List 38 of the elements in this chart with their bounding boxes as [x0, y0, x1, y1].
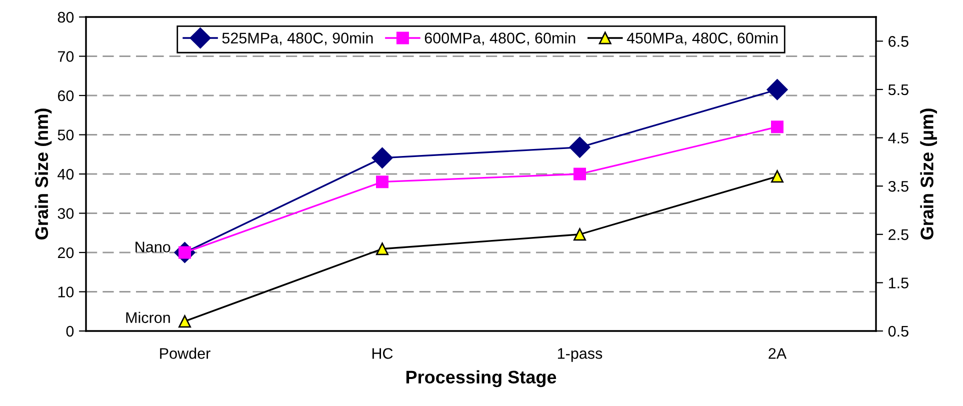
point — [574, 168, 586, 180]
y-tick-label: 70 — [58, 51, 74, 62]
legend-label: 450MPa, 480C, 60min — [626, 32, 778, 46]
x-tick-label: 2A — [768, 348, 787, 359]
y-tick-label: 30 — [58, 208, 74, 219]
y2-axis-title: Grain Size (μm) — [920, 108, 937, 240]
y-tick-label: 40 — [58, 168, 74, 180]
point — [376, 176, 388, 188]
point — [574, 228, 586, 241]
y-axis-title: Grain Size (nm) — [34, 108, 52, 240]
point — [178, 315, 191, 328]
x-tick-label: Powder — [160, 348, 210, 359]
y2-tick-label: 1.5 — [888, 278, 908, 288]
y2-tick-label: 6.5 — [888, 36, 908, 47]
y2-tick-label: 4.5 — [888, 132, 908, 144]
y-tick-label: 60 — [58, 90, 74, 102]
point — [569, 136, 590, 158]
x-tick-label: 1-pass — [558, 348, 602, 362]
y2-tick-label: 0.5 — [888, 326, 908, 337]
y2-tick-label: 2.5 — [888, 229, 908, 240]
legend-label: 600MPa, 480C, 60min — [424, 32, 576, 46]
y-tick-label: 80 — [58, 12, 74, 23]
point — [771, 170, 784, 183]
annotation: Nano — [136, 242, 170, 252]
y-tick-label: 10 — [58, 286, 74, 298]
point — [771, 120, 784, 134]
y2-tick-label: 3.5 — [888, 180, 908, 192]
y-tick-label: 20 — [58, 247, 74, 258]
legend-label: 525MPa, 480C, 90min — [222, 32, 373, 46]
y-tick-label: 0 — [66, 326, 74, 337]
point — [376, 242, 388, 256]
point — [372, 147, 393, 168]
y2-tick-label: 5.5 — [888, 84, 908, 96]
x-tick-label: HC — [372, 348, 393, 359]
y-tick-label: 50 — [58, 130, 74, 140]
x-axis-title: Processing Stage — [406, 370, 556, 388]
annotation: Micron — [126, 312, 170, 324]
point — [766, 79, 788, 100]
